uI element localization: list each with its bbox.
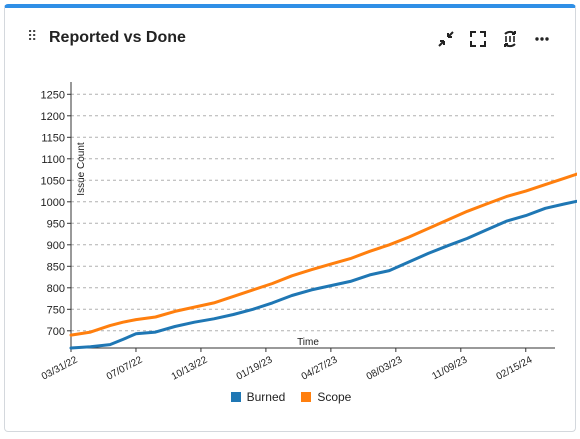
legend-swatch-burned xyxy=(230,392,241,402)
x-tick-label: 07/07/22 xyxy=(105,354,145,382)
x-tick-label: 11/09/23 xyxy=(430,354,469,382)
y-tick-label: 750 xyxy=(47,304,65,316)
x-tick-label: 04/27/23 xyxy=(300,354,340,382)
y-tick-label: 850 xyxy=(47,261,65,273)
widget-header: ⠿ Reported vs Done xyxy=(5,8,575,72)
refresh-icon[interactable] xyxy=(499,28,521,50)
more-icon[interactable] xyxy=(531,28,553,50)
y-tick-label: 1250 xyxy=(41,89,65,101)
x-axis-label: Time xyxy=(297,337,319,348)
x-tick-label: 01/19/23 xyxy=(235,354,275,382)
legend-item-scope[interactable]: Scope xyxy=(301,390,351,404)
y-tick-label: 1100 xyxy=(41,154,65,166)
line-chart: 700 750 800 850 900 950 1000 1050 1100 1150 1200 12… xyxy=(40,82,577,383)
y-tick-label: 1200 xyxy=(41,111,65,123)
y-tick-label: 1000 xyxy=(41,197,65,209)
y-tick-label: 1050 xyxy=(41,175,65,187)
widget-title: Reported vs Done xyxy=(49,29,186,46)
y-tick-label: 800 xyxy=(47,283,65,295)
legend-label-burned: Burned xyxy=(246,390,286,404)
legend-swatch-scope xyxy=(301,392,312,402)
y-axis-label: Issue Count xyxy=(76,142,87,196)
chart-widget-card: ⠿ Reported vs Done 700 750 800 85 xyxy=(4,4,577,432)
x-tick-label: 08/03/23 xyxy=(365,354,405,382)
x-tick-label: 10/13/22 xyxy=(170,354,210,382)
x-tick-label: 02/15/24 xyxy=(495,354,535,382)
y-tick-label: 900 xyxy=(47,240,65,252)
series-line-scope xyxy=(69,172,577,337)
y-tick-label: 950 xyxy=(47,218,65,230)
collapse-icon[interactable] xyxy=(435,28,457,50)
chart-legend: Burned Scope xyxy=(5,390,577,404)
x-tick-label: 03/31/22 xyxy=(40,354,80,382)
expand-icon[interactable] xyxy=(467,28,489,50)
series-line-burned xyxy=(69,199,577,350)
legend-label-scope: Scope xyxy=(317,390,352,404)
y-tick-label: 1150 xyxy=(41,132,65,144)
drag-handle-icon[interactable]: ⠿ xyxy=(27,28,37,44)
y-tick-label: 700 xyxy=(47,326,65,338)
legend-item-burned[interactable]: Burned xyxy=(230,390,286,404)
